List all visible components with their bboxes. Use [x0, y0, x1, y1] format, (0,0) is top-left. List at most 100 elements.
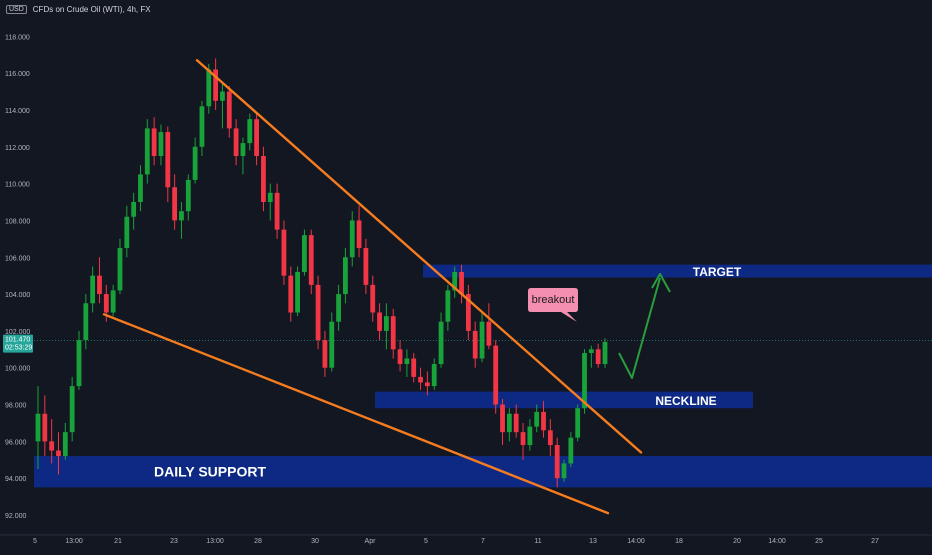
candle-body[interactable]	[390, 316, 396, 350]
candle-body[interactable]	[62, 432, 68, 457]
candle-body[interactable]	[397, 349, 403, 365]
candle-body[interactable]	[500, 404, 505, 433]
candle-body[interactable]	[520, 432, 526, 446]
candle-body[interactable]	[349, 220, 355, 258]
candle-body[interactable]	[199, 106, 205, 147]
candle-body[interactable]	[336, 294, 341, 322]
candle-body[interactable]	[547, 430, 553, 446]
candle-body[interactable]	[418, 376, 423, 383]
candle-body[interactable]	[247, 119, 253, 144]
candle-body[interactable]	[117, 248, 123, 291]
candle-body[interactable]	[541, 411, 546, 431]
candle-body[interactable]	[479, 321, 485, 359]
candle-body[interactable]	[42, 413, 48, 442]
candle-body[interactable]	[226, 91, 232, 129]
candle-body[interactable]	[588, 349, 594, 353]
y-tick-label: 116.000	[5, 71, 30, 78]
candle-body[interactable]	[206, 69, 212, 107]
candle-body[interactable]	[343, 257, 348, 295]
candle-body[interactable]	[383, 316, 389, 331]
candle-body[interactable]	[377, 312, 382, 331]
candle-body[interactable]	[179, 211, 184, 221]
candle-body[interactable]	[131, 202, 137, 217]
candle-body[interactable]	[472, 330, 478, 359]
current-price-label: 101.470	[5, 337, 30, 344]
breakout-callout[interactable]	[528, 288, 578, 322]
x-tick-label: 5	[424, 538, 428, 545]
candle-body[interactable]	[69, 386, 75, 433]
candle-body[interactable]	[35, 413, 41, 442]
candle-body[interactable]	[233, 128, 239, 156]
candle-body[interactable]	[595, 349, 601, 365]
candle-body[interactable]	[465, 294, 471, 331]
candle-body[interactable]	[452, 271, 458, 291]
candle-body[interactable]	[192, 146, 198, 180]
candle-body[interactable]	[49, 441, 55, 451]
candle-body[interactable]	[83, 303, 89, 341]
candle-body[interactable]	[322, 340, 328, 368]
candle-body[interactable]	[288, 275, 294, 313]
candle-body[interactable]	[56, 450, 61, 457]
candle-body[interactable]	[424, 382, 430, 387]
candle-body[interactable]	[513, 413, 519, 433]
candle-body[interactable]	[534, 411, 540, 427]
candle-body[interactable]	[527, 426, 533, 446]
candle-body[interactable]	[404, 358, 410, 365]
candle-body[interactable]	[90, 275, 96, 304]
candle-body[interactable]	[302, 235, 307, 272]
candle-body[interactable]	[110, 290, 116, 313]
candle-body[interactable]	[267, 192, 273, 203]
candle-body[interactable]	[165, 132, 171, 188]
candle-body[interactable]	[151, 128, 157, 156]
candle-body[interactable]	[554, 445, 560, 479]
candle-body[interactable]	[493, 345, 499, 405]
candle-body[interactable]	[445, 290, 451, 322]
x-tick-label: 7	[481, 538, 485, 545]
candle-body[interactable]	[97, 275, 102, 295]
candle-body[interactable]	[240, 143, 246, 156]
candle-body[interactable]	[295, 271, 300, 313]
candle-body[interactable]	[274, 192, 280, 230]
candle-body[interactable]	[411, 358, 417, 377]
zone-2[interactable]	[423, 264, 932, 278]
currency-badge[interactable]: USD	[6, 5, 27, 14]
candle-body[interactable]	[486, 321, 492, 346]
candle-body[interactable]	[254, 119, 260, 156]
candle-body[interactable]	[329, 321, 335, 368]
trendline-upper[interactable]	[195, 59, 643, 454]
candle-body[interactable]	[220, 91, 225, 101]
projection-arrow[interactable]	[618, 277, 661, 379]
zone-0[interactable]	[34, 456, 932, 488]
candle-body[interactable]	[103, 294, 109, 313]
y-tick-label: 92.000	[5, 513, 27, 520]
candle-body[interactable]	[602, 341, 608, 365]
candle-body[interactable]	[213, 69, 219, 101]
candle-body[interactable]	[568, 437, 574, 464]
candle-body[interactable]	[172, 187, 178, 221]
candle-body[interactable]	[438, 321, 444, 365]
candle-body[interactable]	[261, 155, 266, 203]
candle-body[interactable]	[506, 413, 512, 433]
candle-body[interactable]	[561, 463, 567, 479]
candle-body[interactable]	[363, 248, 369, 285]
candle-body[interactable]	[370, 284, 376, 313]
candle-body[interactable]	[124, 216, 130, 249]
zone-1[interactable]	[375, 391, 753, 409]
candle-body[interactable]	[185, 179, 191, 212]
candle-body[interactable]	[158, 132, 164, 156]
y-tick-label: 110.000	[5, 182, 30, 189]
candle-body[interactable]	[138, 174, 143, 203]
candle-body[interactable]	[76, 340, 82, 387]
candle-body[interactable]	[308, 235, 314, 285]
candle-body[interactable]	[356, 220, 362, 249]
candle-body[interactable]	[431, 364, 437, 387]
candle-body[interactable]	[144, 128, 150, 175]
trendline-lower[interactable]	[102, 313, 610, 515]
candle-body[interactable]	[281, 229, 287, 276]
candle-body[interactable]	[315, 284, 321, 341]
candle-body[interactable]	[575, 408, 581, 438]
candle-body[interactable]	[459, 271, 464, 295]
candle-body[interactable]	[582, 352, 587, 409]
